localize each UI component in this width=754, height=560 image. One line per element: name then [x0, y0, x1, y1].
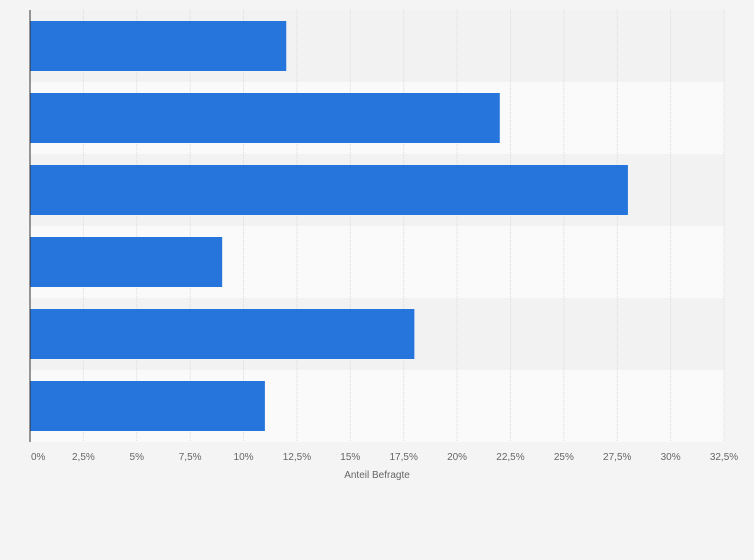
- x-tick-label: 7,5%: [179, 452, 202, 463]
- bar[interactable]: [30, 309, 415, 359]
- bar[interactable]: [30, 237, 223, 287]
- x-tick-label: 27,5%: [603, 452, 631, 463]
- x-tick-label: 30%: [661, 452, 681, 463]
- bar[interactable]: [30, 21, 287, 71]
- x-tick-label: 32,5%: [710, 452, 738, 463]
- x-tick-label: 17,5%: [390, 452, 418, 463]
- x-tick-label: 0%: [31, 452, 46, 463]
- bar[interactable]: [30, 381, 265, 431]
- bar[interactable]: [30, 165, 628, 215]
- x-tick-label: 12,5%: [283, 452, 311, 463]
- x-tick-label: 20%: [447, 452, 467, 463]
- x-tick-label: 25%: [554, 452, 574, 463]
- x-tick-label: 15%: [340, 452, 360, 463]
- row-bands: [30, 10, 724, 442]
- x-tick-label: 5%: [130, 452, 145, 463]
- x-tick-labels: 0% 2,5% 5% 7,5% 10% 12,5% 15% 17,5% 20% 22,5% 25% 2…: [31, 452, 738, 463]
- x-tick-label: 22,5%: [496, 452, 524, 463]
- bars: [30, 21, 628, 431]
- x-tick-label: 2,5%: [72, 452, 95, 463]
- x-axis-title: Anteil Befragte: [344, 470, 410, 481]
- grid-lines: [82, 10, 725, 442]
- bar[interactable]: [30, 93, 500, 143]
- x-tick-label: 10%: [234, 452, 254, 463]
